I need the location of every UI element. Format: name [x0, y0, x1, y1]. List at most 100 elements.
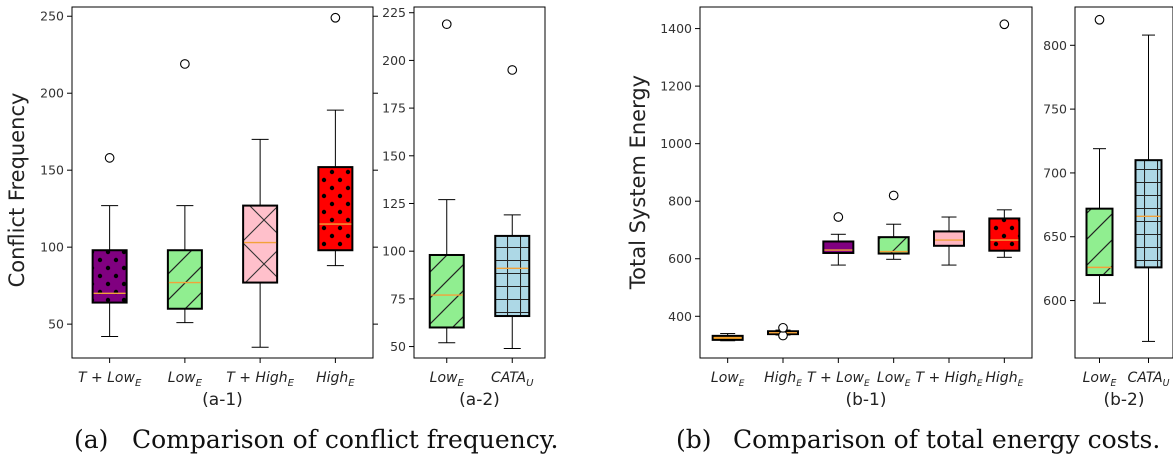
xtick-label-a1-1: LowE: [168, 370, 203, 389]
box-b2-0: [1085, 14, 1114, 304]
flier-point: [180, 59, 190, 69]
xtick-sub: E: [739, 379, 745, 389]
box-b1-5: [988, 19, 1021, 258]
ytick-label-a2-1: 75: [390, 291, 406, 306]
ytick-label-a2-4: 150: [382, 148, 406, 163]
box-a1-0: [91, 153, 128, 337]
xtick-sub: E: [796, 379, 802, 389]
flier-point: [888, 190, 899, 201]
xtick-main: Low: [168, 370, 196, 386]
box-outline: [988, 217, 1021, 252]
xtick-main: T + High: [226, 370, 287, 386]
subtitle-b2: (b-2): [1103, 390, 1144, 410]
box-a1-1: [166, 59, 203, 324]
subtitle-a2: (a-2): [459, 390, 500, 410]
ytick-label-b2-0: 600: [1043, 293, 1067, 308]
xtick-main: Low: [877, 370, 905, 386]
ytick-label-a2-0: 50: [390, 339, 406, 354]
box-hatch: [495, 235, 530, 317]
ytick-label-b2-3: 750: [1043, 102, 1067, 117]
ytick-label-b1-0: 400: [668, 309, 692, 324]
xtick-label-b1-2: T + LowE: [807, 370, 870, 389]
xtick-label-b1-5: HighE: [985, 370, 1023, 389]
xtick-main: High: [764, 370, 796, 386]
xtick-sub: E: [1110, 378, 1116, 389]
ytick-label-a1-1: 100: [40, 240, 64, 255]
ytick-label-b2-2: 700: [1043, 165, 1067, 180]
xtick-main: T + Low: [78, 370, 136, 386]
box-b2-1: [1134, 34, 1163, 342]
flier-point: [104, 153, 115, 163]
caption-b-text: Comparison of total energy costs.: [733, 425, 1160, 454]
box-hatch: [989, 218, 1020, 251]
flier-point: [778, 322, 788, 333]
box-b1-2: [822, 212, 855, 266]
axes-frame-a1: [71, 6, 374, 359]
xtick-sub: E: [457, 378, 464, 389]
box-outline: [1085, 207, 1114, 277]
xtick-main: High: [985, 370, 1017, 386]
box-fill: [934, 231, 964, 246]
axes-frame-b1: [699, 6, 1033, 359]
xtick-sub: E: [348, 378, 355, 389]
caption-b-label: (b): [676, 425, 712, 454]
ytick-label-a2-6: 200: [382, 53, 406, 68]
xtick-label-a1-0: T + LowE: [78, 370, 142, 389]
xtick-main: Low: [711, 370, 739, 386]
box-hatch: [318, 167, 353, 251]
box-b1-4: [933, 216, 965, 266]
xtick-sub: E: [905, 379, 911, 389]
xtick-main: T + High: [915, 370, 976, 386]
box-a1-2: [242, 138, 279, 348]
xtick-sub: E: [1018, 379, 1024, 389]
box-hatch: [878, 237, 909, 254]
ylabel-b1: Total System Energy: [626, 75, 650, 290]
flier-point: [441, 19, 452, 30]
box-outline: [242, 204, 279, 284]
ytick-label-b2-1: 650: [1043, 229, 1067, 244]
axes-frame-b2: [1074, 6, 1173, 359]
box-a2-0: [428, 19, 465, 344]
ytick-label-a2-7: 225: [382, 5, 406, 20]
box-outline: [822, 240, 855, 254]
box-hatch: [243, 205, 278, 283]
ytick-label-b1-1: 600: [668, 251, 692, 266]
ytick-label-b1-5: 1400: [660, 21, 692, 36]
flier-point: [1094, 14, 1105, 25]
xtick-sub: U: [1163, 378, 1170, 389]
flier-point: [999, 19, 1010, 30]
xtick-main: T + Low: [807, 370, 865, 386]
xtick-main: Low: [1083, 370, 1111, 386]
box-outline: [933, 230, 965, 247]
subtitle-b1: (b-1): [845, 390, 886, 410]
xtick-label-b1-3: LowE: [877, 370, 911, 389]
box-hatch: [92, 250, 127, 303]
box-hatch: [167, 250, 202, 309]
ytick-label-a1-4: 250: [40, 9, 64, 24]
xtick-label-a2-0: LowE: [430, 370, 465, 389]
caption-a-label: (a): [74, 425, 108, 454]
xtick-sub: E: [288, 378, 295, 389]
box-outline: [91, 249, 128, 304]
axes-frame-a2: [413, 6, 546, 359]
xtick-label-a1-2: T + HighE: [226, 370, 294, 389]
xtick-main: Low: [430, 370, 458, 386]
xtick-label-b1-1: HighE: [764, 370, 802, 389]
box-b1-0: [711, 333, 744, 342]
caption-a-text: Comparison of conflict frequency.: [132, 425, 559, 454]
flier-point: [507, 65, 518, 75]
ytick-label-b1-4: 1200: [660, 79, 692, 94]
xtick-sub: E: [135, 378, 142, 389]
box-outline: [494, 234, 531, 318]
xtick-label-b2-0: LowE: [1083, 370, 1117, 389]
xtick-sub: E: [977, 379, 983, 389]
box-b1-3: [877, 190, 910, 260]
flier-point: [330, 12, 341, 23]
ytick-label-a1-3: 200: [40, 86, 64, 101]
ytick-label-a2-5: 175: [382, 101, 406, 116]
box-a2-1: [494, 65, 531, 349]
